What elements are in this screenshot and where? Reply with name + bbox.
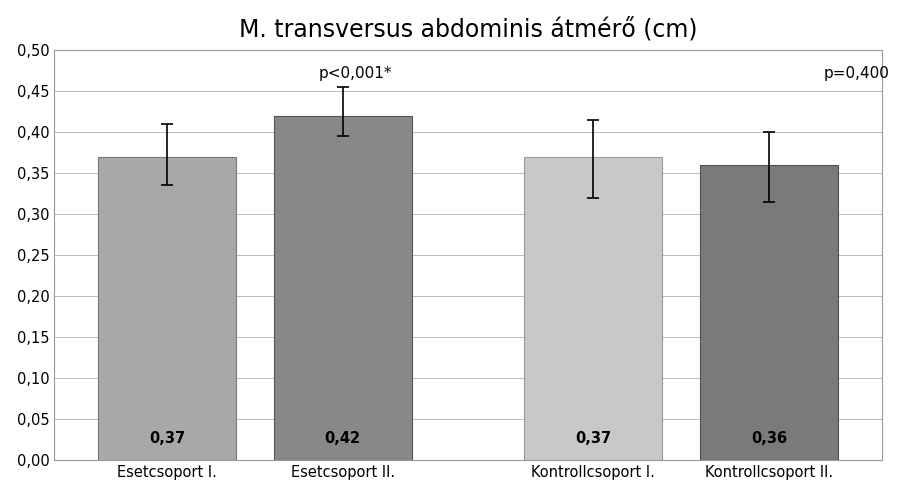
Bar [700, 165, 838, 461]
Text: 0,36: 0,36 [751, 431, 787, 446]
Title: M. transversus abdominis átmérő (cm): M. transversus abdominis átmérő (cm) [238, 17, 697, 41]
Text: p<0,001*: p<0,001* [318, 66, 392, 81]
Bar [524, 157, 662, 461]
Bar [98, 157, 236, 461]
Text: 0,37: 0,37 [149, 431, 185, 446]
Text: p=0,400: p=0,400 [824, 66, 890, 81]
Text: 0,42: 0,42 [325, 431, 360, 446]
Bar [274, 116, 411, 461]
Text: 0,37: 0,37 [575, 431, 612, 446]
